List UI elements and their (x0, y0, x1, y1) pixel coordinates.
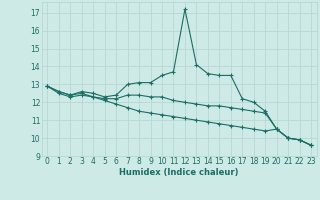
X-axis label: Humidex (Indice chaleur): Humidex (Indice chaleur) (119, 168, 239, 177)
